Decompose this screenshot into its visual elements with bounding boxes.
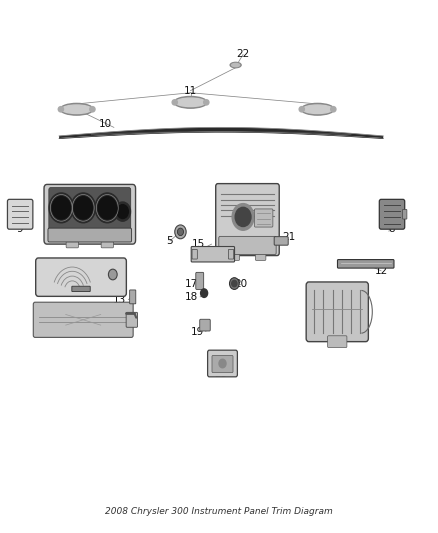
Ellipse shape	[301, 103, 334, 115]
Text: 15: 15	[192, 239, 205, 249]
Text: 5: 5	[166, 236, 173, 246]
Circle shape	[74, 197, 92, 219]
FancyBboxPatch shape	[379, 199, 405, 229]
FancyBboxPatch shape	[229, 249, 234, 259]
Circle shape	[219, 359, 226, 368]
FancyBboxPatch shape	[49, 188, 131, 235]
Ellipse shape	[232, 63, 240, 67]
FancyBboxPatch shape	[254, 209, 273, 227]
FancyBboxPatch shape	[7, 199, 33, 229]
Circle shape	[49, 193, 74, 223]
Text: 11: 11	[184, 86, 197, 95]
Ellipse shape	[230, 62, 241, 68]
Text: 3: 3	[64, 327, 71, 336]
Ellipse shape	[62, 105, 92, 114]
FancyBboxPatch shape	[44, 184, 136, 244]
Circle shape	[71, 193, 95, 223]
FancyBboxPatch shape	[48, 228, 131, 242]
Circle shape	[230, 278, 239, 289]
FancyBboxPatch shape	[212, 356, 233, 373]
Text: 7: 7	[257, 188, 264, 198]
Text: 1: 1	[45, 190, 52, 199]
FancyBboxPatch shape	[215, 183, 279, 256]
FancyBboxPatch shape	[403, 209, 407, 219]
Circle shape	[98, 197, 117, 219]
Ellipse shape	[176, 98, 205, 107]
Circle shape	[95, 193, 120, 223]
FancyBboxPatch shape	[337, 260, 394, 268]
Text: 14: 14	[107, 312, 120, 322]
Circle shape	[52, 197, 71, 219]
Ellipse shape	[303, 105, 332, 114]
Ellipse shape	[299, 107, 304, 112]
Text: 21: 21	[282, 232, 295, 242]
Text: 4: 4	[360, 325, 367, 334]
Text: 18: 18	[185, 292, 198, 302]
Text: 9: 9	[16, 224, 23, 234]
FancyBboxPatch shape	[328, 336, 347, 348]
FancyBboxPatch shape	[196, 272, 204, 289]
Circle shape	[108, 269, 117, 280]
Circle shape	[117, 205, 128, 219]
Ellipse shape	[331, 107, 336, 112]
Text: 13: 13	[113, 295, 126, 304]
Text: 2008 Chrysler 300 Instrument Panel Trim Diagram: 2008 Chrysler 300 Instrument Panel Trim …	[105, 507, 333, 516]
Ellipse shape	[90, 107, 95, 112]
FancyBboxPatch shape	[208, 350, 237, 377]
Ellipse shape	[58, 107, 64, 112]
FancyBboxPatch shape	[219, 237, 276, 255]
FancyBboxPatch shape	[130, 290, 136, 304]
FancyBboxPatch shape	[200, 319, 210, 331]
FancyBboxPatch shape	[72, 286, 90, 292]
FancyBboxPatch shape	[66, 238, 78, 248]
FancyBboxPatch shape	[35, 258, 126, 296]
FancyBboxPatch shape	[255, 251, 266, 261]
Circle shape	[232, 204, 254, 230]
Ellipse shape	[172, 100, 177, 105]
Text: 12: 12	[374, 266, 388, 276]
FancyBboxPatch shape	[306, 282, 368, 342]
Text: 22: 22	[237, 50, 250, 59]
Text: 17: 17	[185, 279, 198, 288]
FancyBboxPatch shape	[192, 249, 197, 259]
Ellipse shape	[174, 96, 207, 108]
Circle shape	[177, 228, 184, 236]
FancyBboxPatch shape	[274, 237, 288, 245]
Circle shape	[232, 280, 237, 287]
Text: 10: 10	[99, 119, 112, 128]
Circle shape	[201, 289, 208, 297]
Polygon shape	[59, 127, 383, 138]
Circle shape	[115, 202, 131, 221]
FancyBboxPatch shape	[101, 238, 113, 248]
Circle shape	[175, 225, 186, 239]
Ellipse shape	[204, 100, 209, 105]
FancyBboxPatch shape	[191, 246, 234, 262]
FancyBboxPatch shape	[229, 251, 240, 261]
Text: 23: 23	[215, 369, 228, 379]
Text: 20: 20	[234, 279, 247, 288]
Circle shape	[235, 207, 251, 227]
Text: 2: 2	[36, 268, 43, 278]
FancyBboxPatch shape	[126, 312, 138, 327]
Text: 8: 8	[388, 224, 395, 234]
Ellipse shape	[60, 103, 93, 115]
Text: 19: 19	[191, 327, 204, 336]
FancyBboxPatch shape	[33, 302, 133, 337]
